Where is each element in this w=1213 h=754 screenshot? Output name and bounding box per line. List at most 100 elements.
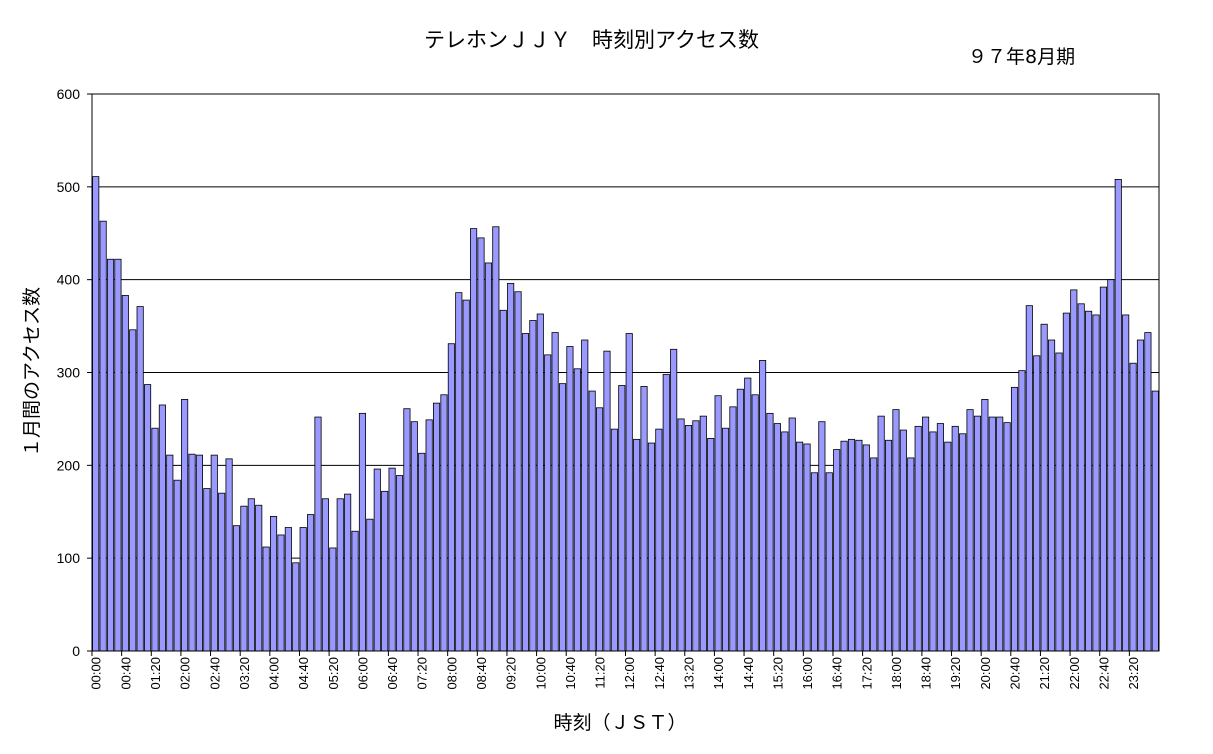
bar bbox=[744, 377, 752, 652]
bar bbox=[959, 433, 967, 652]
y-axis-label: １月間のアクセス数 bbox=[21, 287, 43, 457]
bar bbox=[633, 438, 641, 652]
x-tick-label: 10:00 bbox=[533, 657, 548, 690]
bar bbox=[410, 421, 418, 652]
bar bbox=[1107, 279, 1115, 652]
bar bbox=[1136, 339, 1145, 652]
x-tick-label: 02:40 bbox=[207, 657, 222, 690]
bar bbox=[810, 472, 818, 652]
x-tick-label: 12:40 bbox=[652, 657, 667, 690]
bar bbox=[529, 320, 537, 652]
bar bbox=[1151, 390, 1159, 652]
bar bbox=[788, 417, 796, 652]
bar bbox=[670, 348, 678, 652]
x-tick-label: 01:20 bbox=[148, 657, 163, 690]
bar bbox=[381, 490, 389, 652]
bar bbox=[373, 468, 381, 652]
bar bbox=[418, 452, 426, 652]
bar bbox=[973, 415, 982, 652]
bar bbox=[269, 515, 278, 652]
bar bbox=[173, 479, 181, 652]
bar bbox=[232, 525, 241, 652]
bar bbox=[1099, 286, 1107, 652]
bar bbox=[625, 333, 633, 652]
bar bbox=[721, 427, 730, 652]
bar bbox=[1055, 352, 1063, 652]
bar bbox=[1122, 314, 1130, 652]
bar bbox=[1129, 362, 1137, 652]
x-tick-label: 14:00 bbox=[711, 657, 726, 690]
bar bbox=[692, 420, 700, 652]
bar bbox=[736, 388, 744, 652]
bar bbox=[899, 429, 907, 652]
bar bbox=[492, 226, 500, 652]
bar bbox=[1025, 305, 1033, 652]
bar bbox=[521, 333, 530, 652]
bar bbox=[403, 408, 411, 652]
bar bbox=[922, 416, 930, 652]
bar bbox=[544, 354, 552, 652]
bar bbox=[936, 423, 944, 652]
x-tick-label: 02:00 bbox=[178, 657, 193, 690]
x-tick-label: 09:20 bbox=[504, 657, 519, 690]
bar bbox=[225, 458, 233, 652]
bar bbox=[447, 343, 455, 652]
bar bbox=[255, 504, 263, 652]
bar bbox=[573, 368, 581, 652]
bar bbox=[707, 438, 715, 652]
bar bbox=[181, 399, 189, 652]
x-tick-label: 08:40 bbox=[474, 657, 489, 690]
chart-title: テレホンＪＪＹ 時刻別アクセス数 bbox=[424, 28, 759, 52]
bar bbox=[351, 530, 359, 652]
y-tick-label: 400 bbox=[57, 272, 81, 288]
bar bbox=[92, 176, 100, 652]
x-tick-label: 12:00 bbox=[622, 657, 637, 690]
x-tick-label: 04:00 bbox=[267, 657, 282, 690]
bar bbox=[640, 386, 648, 652]
y-tick-label: 100 bbox=[57, 550, 81, 566]
bar bbox=[870, 457, 878, 652]
bar bbox=[766, 412, 774, 652]
bar bbox=[203, 488, 211, 652]
bar bbox=[299, 527, 307, 652]
bar bbox=[307, 514, 315, 652]
bar bbox=[714, 395, 722, 652]
bar bbox=[1018, 370, 1026, 652]
x-tick-label: 04:40 bbox=[296, 657, 311, 690]
bar bbox=[1092, 314, 1100, 652]
bar bbox=[277, 534, 285, 652]
bar bbox=[1048, 339, 1056, 652]
bar bbox=[358, 412, 367, 652]
x-tick-label: 22:00 bbox=[1067, 657, 1082, 690]
bar bbox=[388, 467, 396, 652]
bar bbox=[432, 402, 441, 652]
bar bbox=[796, 441, 804, 652]
bar bbox=[1040, 323, 1048, 652]
bar bbox=[366, 518, 374, 652]
bar bbox=[455, 292, 463, 652]
bar bbox=[803, 443, 811, 652]
x-tick-label: 18:40 bbox=[919, 657, 934, 690]
bar bbox=[188, 453, 196, 652]
bar bbox=[610, 428, 618, 652]
gridlines bbox=[92, 186, 1159, 559]
bar bbox=[158, 404, 166, 652]
bar bbox=[862, 444, 870, 652]
bar bbox=[840, 440, 848, 652]
bar bbox=[484, 262, 492, 652]
bar bbox=[885, 439, 893, 652]
bar bbox=[1070, 289, 1078, 652]
x-tick-label: 20:00 bbox=[978, 657, 993, 690]
bar bbox=[647, 442, 655, 652]
bar bbox=[129, 329, 137, 652]
x-tick-label: 06:40 bbox=[385, 657, 400, 690]
bar bbox=[825, 472, 833, 652]
x-axis-ticks: 00:00 00:40 01:20 02:00 02:40 03:20 04:00 04:40… bbox=[89, 651, 1141, 690]
bar bbox=[292, 562, 300, 652]
bar bbox=[855, 439, 863, 652]
bar bbox=[240, 505, 248, 652]
x-tick-label: 14:40 bbox=[741, 657, 756, 690]
bar bbox=[877, 415, 885, 652]
x-tick-label: 20:40 bbox=[1008, 657, 1023, 690]
